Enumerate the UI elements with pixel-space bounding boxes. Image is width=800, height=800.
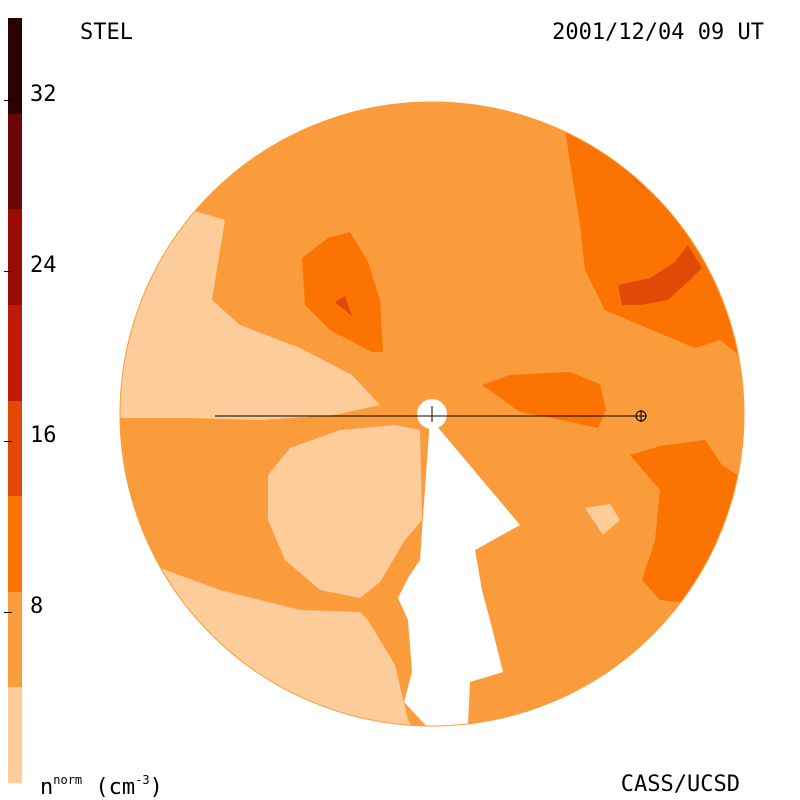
tick-mark-32 (4, 100, 12, 101)
color-scale-segment (8, 18, 22, 114)
disk-outline (119, 101, 745, 727)
tick-mark-16 (4, 441, 12, 442)
high-density-region-northeast (565, 130, 744, 360)
earth-icon (635, 410, 647, 422)
color-scale-segment (8, 496, 22, 592)
map-title: STEL (80, 20, 133, 45)
tick-label-16: 16 (30, 423, 57, 448)
unit-rest: (cm (82, 775, 136, 800)
high-density-region-center (482, 372, 606, 428)
credit-label: CASS/UCSD (620, 772, 740, 797)
tick-label-32: 32 (30, 82, 57, 107)
color-scale-segment (8, 687, 22, 783)
high-density-region-northwest (302, 232, 383, 352)
color-scale-segment (8, 591, 22, 688)
unit-close: ) (149, 775, 163, 800)
tick-mark-24 (4, 271, 12, 272)
color-scale-segment (8, 113, 22, 210)
low-density-region-center (268, 425, 422, 598)
peak-density-strip-northeast (628, 172, 650, 196)
tick-label-8: 8 (30, 594, 44, 619)
color-scale-segment (8, 400, 22, 497)
timestamp-label: 2001/12/04 09 UT (552, 20, 764, 45)
color-scale-segment (8, 304, 22, 401)
peak-density-spot-northwest (335, 296, 352, 316)
unit-exponent: -3 (135, 773, 150, 787)
unit-superscript: norm (53, 773, 83, 787)
unit-base: n (40, 775, 54, 800)
excluded-sky-wedge (398, 418, 520, 726)
peak-density-region-northeast (618, 245, 702, 305)
color-scale-segment (8, 209, 22, 305)
tick-mark-8 (4, 612, 12, 613)
tick-label-24: 24 (30, 253, 57, 278)
unit-label: nnorm (cm-3) (40, 774, 163, 799)
low-density-patch-east (585, 504, 620, 535)
low-density-region-west (120, 200, 380, 420)
color-scale-bar (8, 18, 22, 783)
